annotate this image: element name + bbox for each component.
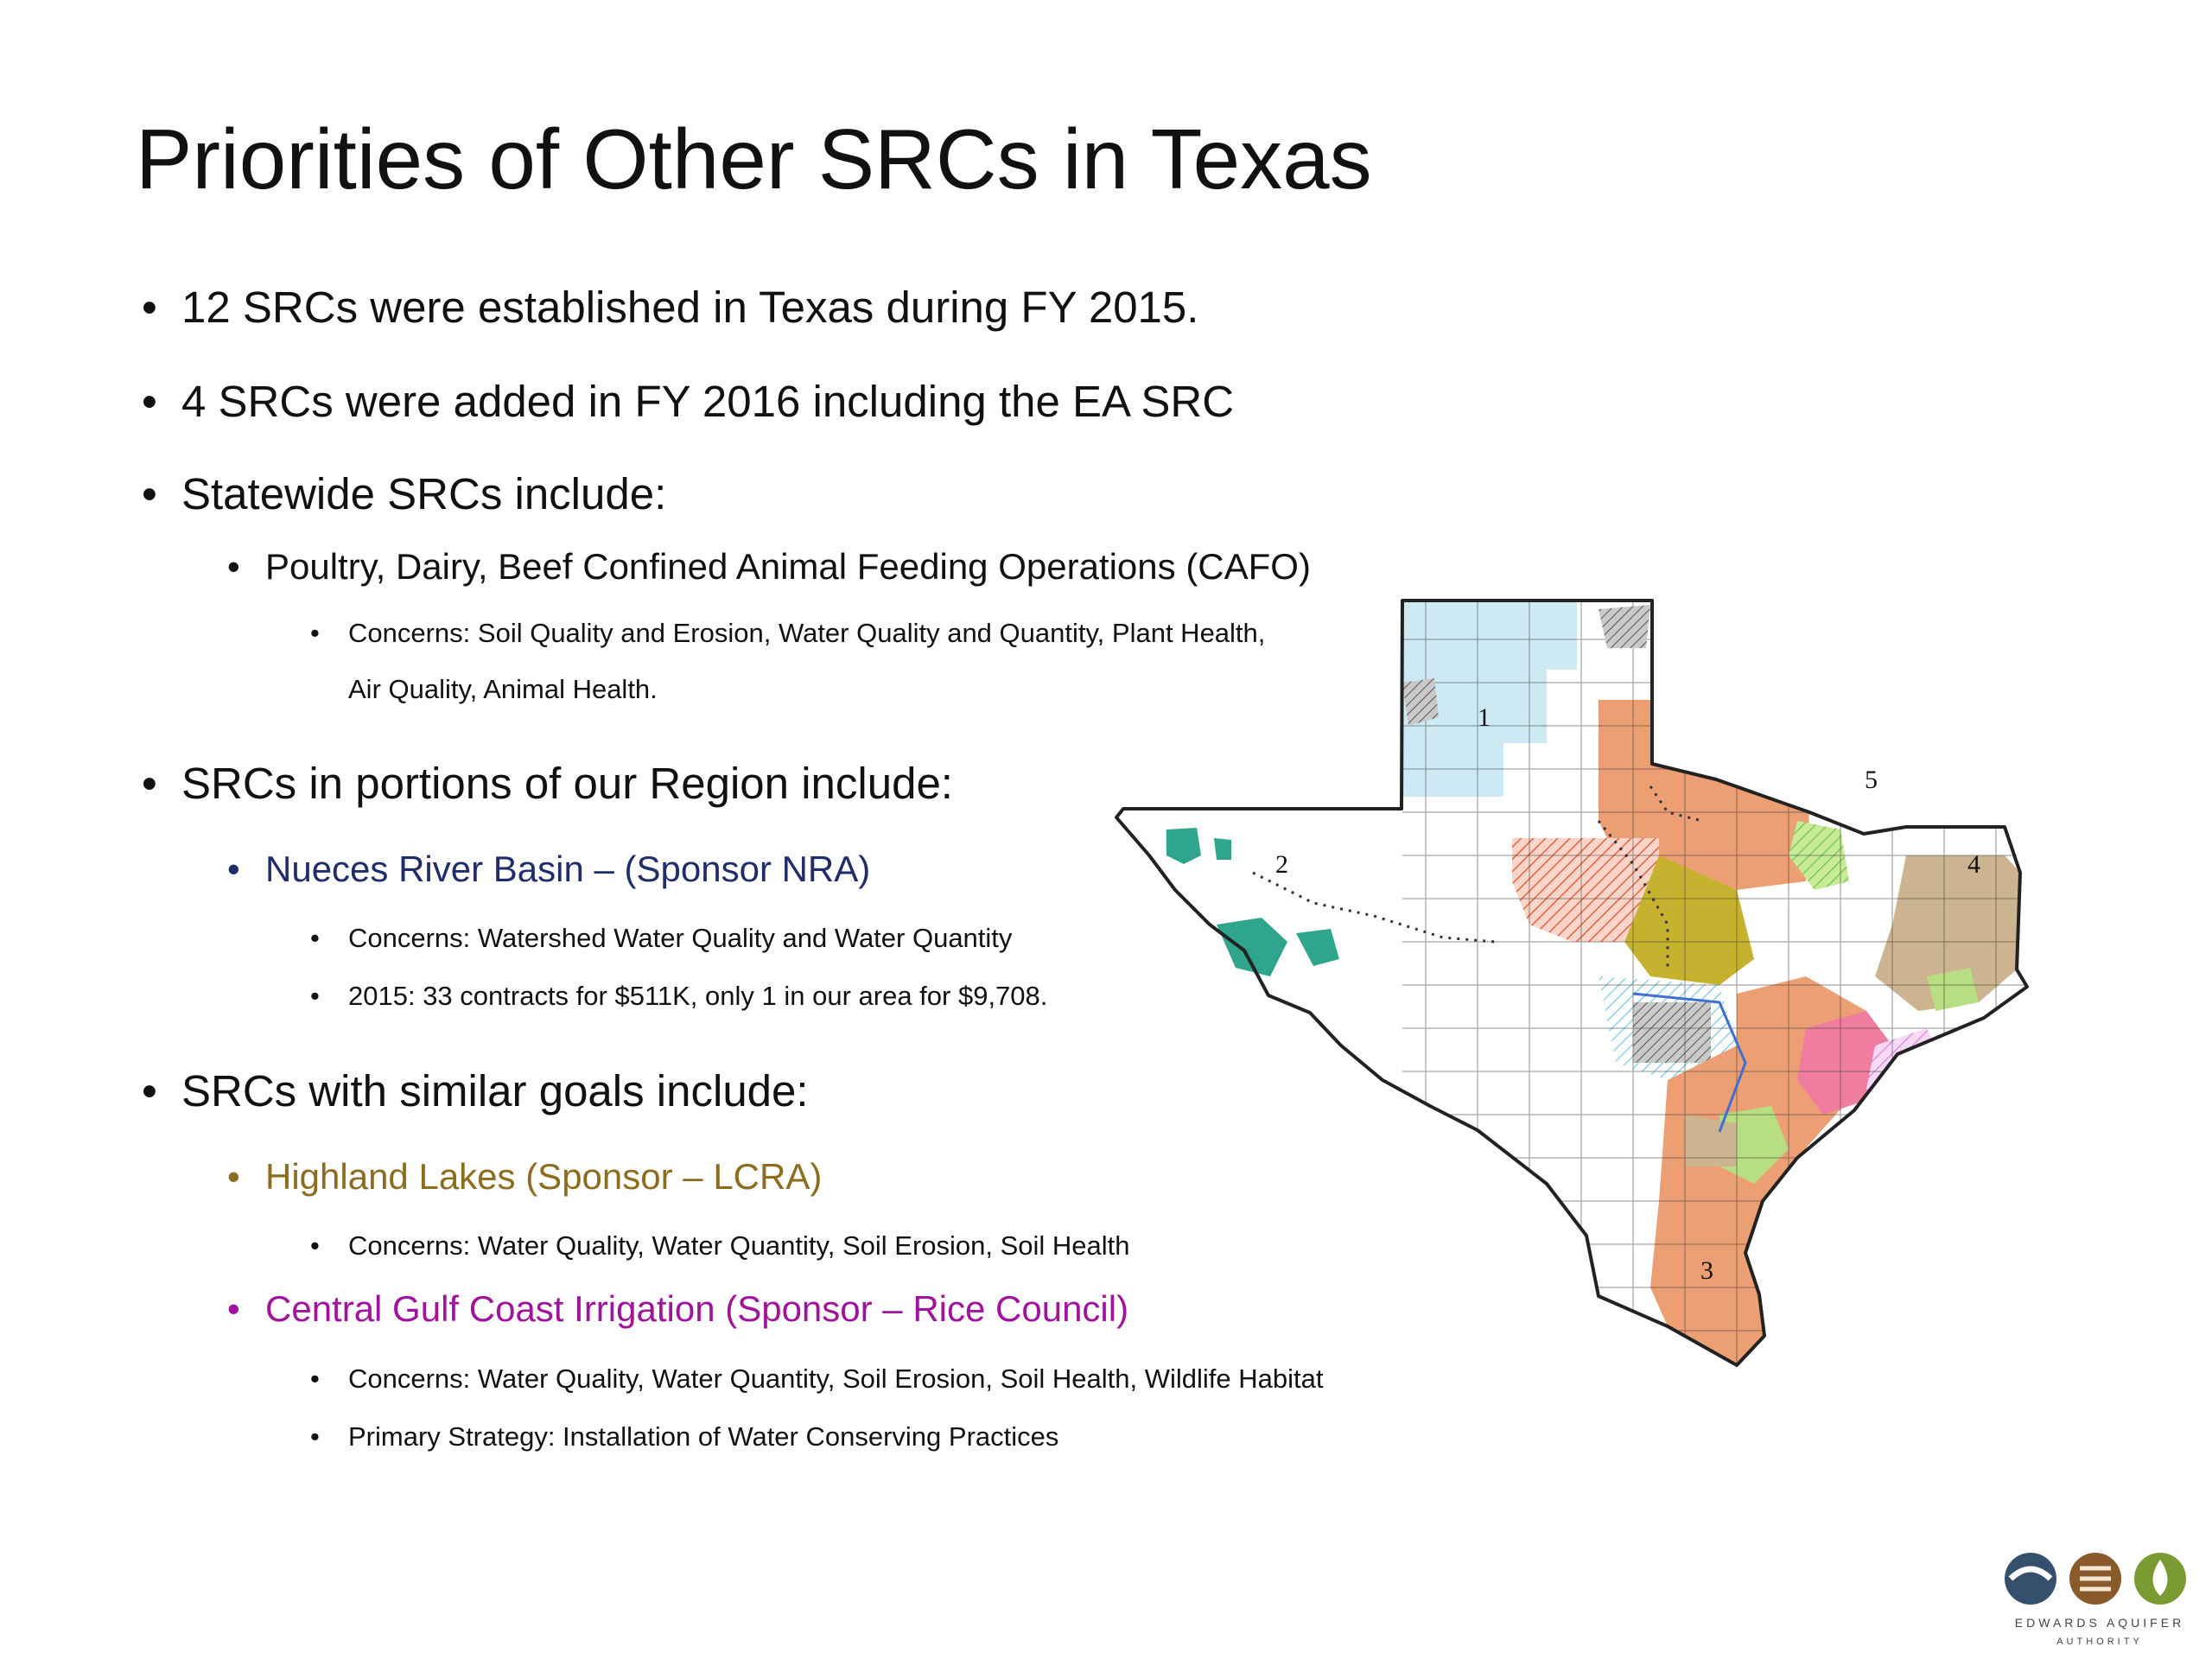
texas-outline xyxy=(1115,599,2029,1367)
highland-concerns: • Concerns: Water Quality, Water Quantit… xyxy=(310,1230,1130,1262)
statewide-concerns-text: Concerns: Soil Quality and Erosion, Wate… xyxy=(348,618,1266,648)
teal-patch-big-bend xyxy=(1217,918,1287,976)
bullet-marker: • xyxy=(310,1230,320,1261)
nueces-item: • Nueces River Basin – (Sponsor NRA) xyxy=(227,849,871,890)
bullet-text: Statewide SRCs include: xyxy=(181,469,667,518)
region-label-3: 3 xyxy=(1700,1256,1713,1285)
panhandle-grey-ne xyxy=(1599,605,1650,648)
logo-pattern-icon xyxy=(2080,1566,2111,1592)
bullet-marker: • xyxy=(142,377,157,426)
region-label-2: 2 xyxy=(1275,850,1288,879)
bullet-marker: • xyxy=(310,1363,320,1394)
gulf-concerns: • Concerns: Water Quality, Water Quantit… xyxy=(310,1363,1324,1395)
slide-title: Priorities of Other SRCs in Texas xyxy=(136,111,1372,207)
nueces-item-text: Nueces River Basin – (Sponsor NRA) xyxy=(265,849,871,889)
highland-item: • Highland Lakes (Sponsor – LCRA) xyxy=(227,1156,823,1198)
region-label-4: 4 xyxy=(1967,850,1980,879)
bullet-region: • SRCs in portions of our Region include… xyxy=(142,758,953,809)
gulf-item: • Central Gulf Coast Irrigation (Sponsor… xyxy=(227,1288,1129,1330)
blue-basin-outline xyxy=(1632,992,1747,1133)
region-label-5: 5 xyxy=(1865,766,1878,794)
bullet-marker: • xyxy=(310,618,320,648)
dotted-boundary-3 xyxy=(1252,871,1496,944)
bullet-text: 12 SRCs were established in Texas during… xyxy=(181,283,1199,332)
texas-src-map: 1 2 3 4 5 xyxy=(1115,599,2029,1367)
statewide-concerns-cont: Air Quality, Animal Health. xyxy=(348,674,658,704)
gulf-strategy: • Primary Strategy: Installation of Wate… xyxy=(310,1421,1059,1452)
bullet-marker: • xyxy=(310,923,320,953)
statewide-item-text: Poultry, Dairy, Beef Confined Animal Fee… xyxy=(265,546,1311,587)
bullet-marker: • xyxy=(310,981,320,1011)
logo-text-line2: AUTHORITY xyxy=(2056,1637,2143,1647)
logo-text-line1: EDWARDS AQUIFER xyxy=(2015,1616,2184,1630)
bullet-text: SRCs in portions of our Region include: xyxy=(181,759,953,808)
logo-drop-icon xyxy=(2152,1560,2168,1596)
teal-patch-east xyxy=(1296,929,1339,966)
bullet-text: SRCs with similar goals include: xyxy=(181,1066,809,1116)
highland-item-text: Highland Lakes (Sponsor – LCRA) xyxy=(265,1156,823,1197)
teal-patch-west xyxy=(1166,828,1201,864)
bullet-marker: • xyxy=(142,759,157,808)
nueces-contracts-text: 2015: 33 contracts for $511K, only 1 in … xyxy=(348,981,1048,1011)
bullet-similar: • SRCs with similar goals include: xyxy=(142,1065,809,1116)
bullet-marker: • xyxy=(142,1066,157,1116)
gulf-strategy-text: Primary Strategy: Installation of Water … xyxy=(348,1421,1059,1452)
nueces-contracts: • 2015: 33 contracts for $511K, only 1 i… xyxy=(310,981,1048,1012)
bullet-marker: • xyxy=(227,1288,240,1329)
teal-patch-small xyxy=(1214,838,1231,860)
bullet-marker: • xyxy=(310,1421,320,1452)
bullet-statewide: • Statewide SRCs include: xyxy=(142,468,667,519)
bullet-marker: • xyxy=(142,283,157,332)
bullet-added: • 4 SRCs were added in FY 2016 including… xyxy=(142,376,1235,427)
gulf-concerns-text: Concerns: Water Quality, Water Quantity,… xyxy=(348,1363,1324,1394)
gulf-item-text: Central Gulf Coast Irrigation (Sponsor –… xyxy=(265,1288,1129,1329)
statewide-concerns: • Concerns: Soil Quality and Erosion, Wa… xyxy=(310,618,1266,649)
edwards-aquifer-logo: EDWARDS AQUIFER AUTHORITY xyxy=(2005,1553,2186,1647)
bullet-marker: • xyxy=(227,546,240,587)
nueces-concerns-text: Concerns: Watershed Water Quality and Wa… xyxy=(348,923,1013,953)
logo-blue-icon xyxy=(2005,1553,2056,1605)
dotted-boundary-2 xyxy=(1649,785,1703,823)
nueces-concerns: • Concerns: Watershed Water Quality and … xyxy=(310,923,1013,954)
bullet-text: 4 SRCs were added in FY 2016 including t… xyxy=(181,377,1235,426)
bullet-marker: • xyxy=(227,849,240,889)
bullet-marker: • xyxy=(142,469,157,518)
region-label-1: 1 xyxy=(1478,703,1491,732)
bullet-marker: • xyxy=(227,1156,240,1197)
bullet-established: • 12 SRCs were established in Texas duri… xyxy=(142,282,1199,333)
dotted-boundary-1 xyxy=(1597,820,1669,968)
logo-wave-icon xyxy=(2008,1566,2053,1581)
statewide-item: • Poultry, Dairy, Beef Confined Animal F… xyxy=(227,546,1311,588)
panhandle-grey xyxy=(1402,678,1439,726)
highland-concerns-text: Concerns: Water Quality, Water Quantity,… xyxy=(348,1230,1130,1261)
